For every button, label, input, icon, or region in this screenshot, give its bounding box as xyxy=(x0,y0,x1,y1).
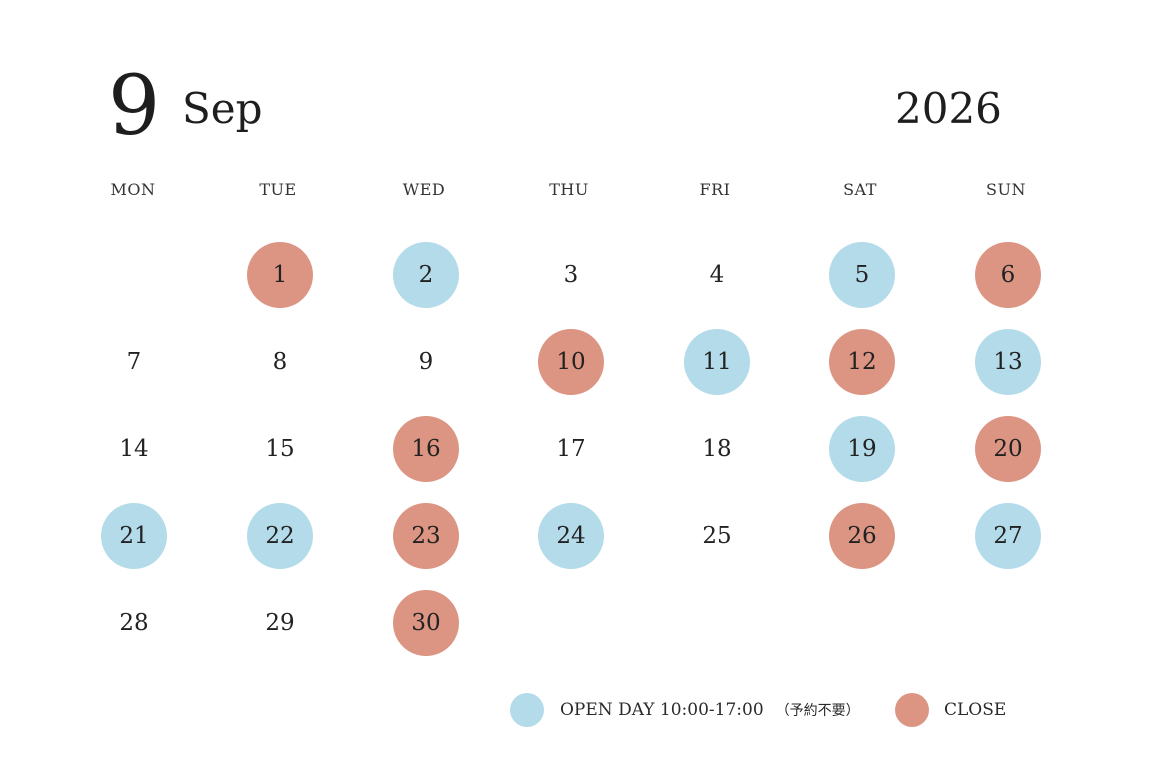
day-cell: 18 xyxy=(702,436,732,462)
day-cell: 10 xyxy=(538,329,604,395)
day-cell: 30 xyxy=(393,590,459,656)
day-cell: 24 xyxy=(538,503,604,569)
weekday-sat: SAT xyxy=(843,180,877,199)
weekday-sun: SUN xyxy=(986,180,1026,199)
day-cell: 19 xyxy=(829,416,895,482)
day-cell: 2 xyxy=(393,242,459,308)
day-cell: 8 xyxy=(272,349,288,375)
day-cell: 28 xyxy=(119,610,149,636)
day-cell: 25 xyxy=(702,523,732,549)
day-cell: 17 xyxy=(556,436,586,462)
open-day-dot-icon xyxy=(510,693,544,727)
day-cell: 15 xyxy=(265,436,295,462)
legend-close-label: CLOSE xyxy=(944,700,1007,720)
day-cell: 14 xyxy=(119,436,149,462)
open-label-text: OPEN DAY 10:00-17:00 xyxy=(560,700,764,720)
day-cell: 26 xyxy=(829,503,895,569)
day-cell: 22 xyxy=(247,503,313,569)
legend-close: CLOSE xyxy=(895,693,1015,729)
weekday-header-row: MON TUE WED THU FRI SAT SUN xyxy=(0,178,1166,202)
day-cell: 23 xyxy=(393,503,459,569)
day-cell: 11 xyxy=(684,329,750,395)
day-cell: 7 xyxy=(126,349,142,375)
day-cell: 6 xyxy=(975,242,1041,308)
legend-open-label: OPEN DAY 10:00-17:00 （予約不要） xyxy=(560,699,860,722)
day-cell: 21 xyxy=(101,503,167,569)
day-cell: 12 xyxy=(829,329,895,395)
legend-open: OPEN DAY 10:00-17:00 （予約不要） xyxy=(510,693,870,729)
day-cell: 3 xyxy=(563,262,579,288)
weekday-wed: WED xyxy=(402,180,446,199)
month-name: Sep xyxy=(182,84,263,133)
day-cell: 1 xyxy=(247,242,313,308)
day-cell: 27 xyxy=(975,503,1041,569)
year: 2026 xyxy=(895,84,1002,133)
day-cell: 20 xyxy=(975,416,1041,482)
day-cell: 4 xyxy=(709,262,725,288)
day-cell: 9 xyxy=(418,349,434,375)
day-cell: 29 xyxy=(265,610,295,636)
weekday-mon: MON xyxy=(110,180,156,199)
open-note-text: （予約不要） xyxy=(775,703,860,719)
close-day-dot-icon xyxy=(895,693,929,727)
weekday-fri: FRI xyxy=(699,180,731,199)
weekday-thu: THU xyxy=(549,180,589,199)
day-cell: 5 xyxy=(829,242,895,308)
day-cell: 13 xyxy=(975,329,1041,395)
day-cell: 16 xyxy=(393,416,459,482)
weekday-tue: TUE xyxy=(259,180,297,199)
month-number: 9 xyxy=(108,59,161,154)
